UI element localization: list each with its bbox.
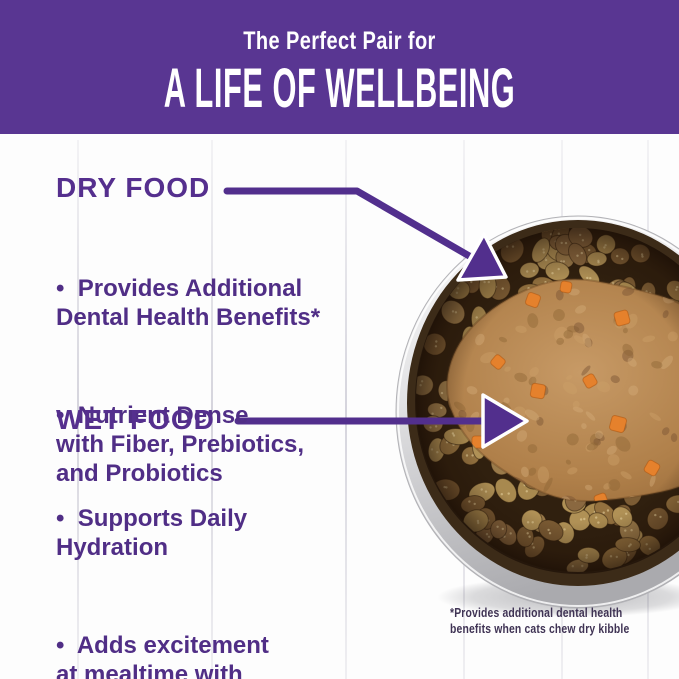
plank-seam: [211, 140, 213, 679]
wet-food-bullet-1: • Supports Daily Hydration: [56, 505, 248, 561]
wet-food-arrowhead-icon: [481, 393, 529, 449]
dry-food-bullet-2: • Nutrient Dense with Fiber, Prebiotics,…: [56, 402, 305, 487]
plank-seam: [77, 140, 79, 679]
header-title: A LIFE OF WELLBEING: [163, 56, 516, 119]
wet-food-heading: WET FOOD: [56, 404, 215, 435]
dry-food-bullets: • Provides Additional Dental Health Bene…: [56, 216, 320, 557]
header-banner: The Perfect Pair for A LIFE OF WELLBEING: [0, 0, 679, 134]
plank-seam: [345, 140, 347, 679]
dry-food-arrowhead-icon: [456, 232, 508, 282]
dry-food-bullet-1: • Provides Additional Dental Health Bene…: [56, 275, 321, 331]
header-eyebrow: The Perfect Pair for: [243, 27, 436, 55]
wet-food-bullets: • Supports Daily Hydration • Adds excite…: [56, 446, 269, 679]
wet-food-arrow: [234, 393, 529, 449]
dry-food-arrow: [223, 187, 508, 282]
footnote-disclaimer: *Provides additional dental health benef…: [450, 605, 630, 636]
wet-food-bullet-2: • Adds excitement at mealtime with diffe…: [56, 632, 269, 679]
dry-food-heading: DRY FOOD: [56, 172, 211, 203]
